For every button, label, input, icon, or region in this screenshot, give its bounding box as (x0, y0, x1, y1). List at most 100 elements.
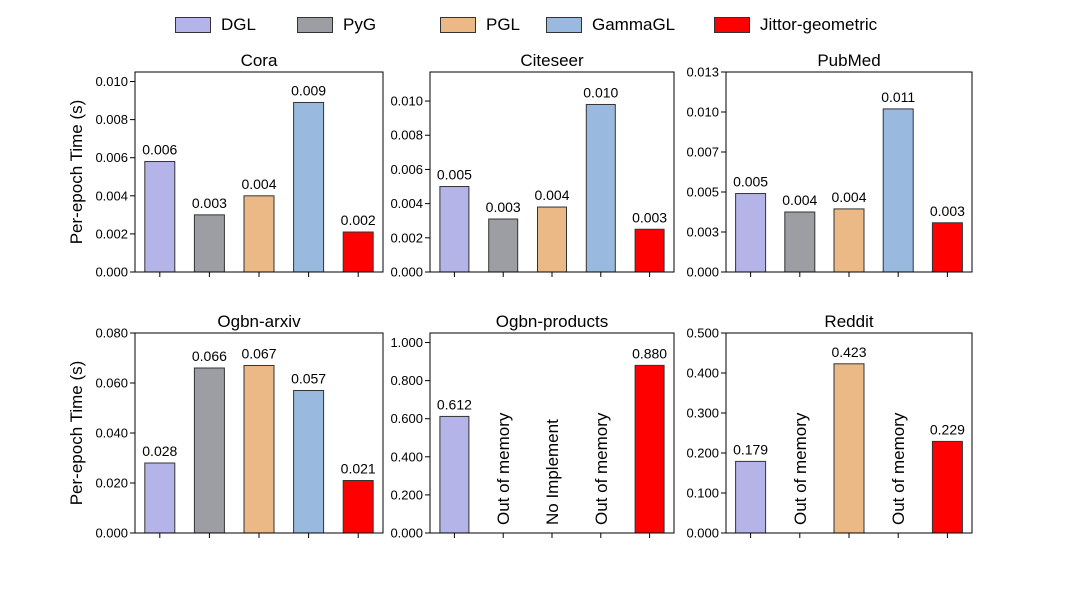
bar-value-label: 0.011 (881, 89, 915, 105)
legend-item: PGL (440, 14, 520, 36)
bar (439, 415, 470, 534)
y-tick-label: 0.008 (390, 128, 423, 143)
y-tick-label: 0.004 (95, 188, 128, 203)
bar-value-label: 0.003 (486, 199, 521, 215)
bar-value-label: 0.005 (733, 174, 768, 190)
y-tick-label: 0.002 (95, 226, 128, 241)
legend-item: GammaGL (546, 14, 675, 36)
bar (882, 108, 914, 273)
bar (833, 208, 865, 273)
bar (144, 462, 176, 534)
unavailable-note: Out of memory (494, 412, 513, 525)
y-tick-label: 0.400 (686, 366, 719, 381)
unavailable-note: Out of memory (791, 412, 810, 525)
bar (342, 231, 374, 273)
bar-value-label: 0.005 (437, 167, 472, 183)
bar (833, 363, 865, 534)
plot-frame (725, 71, 973, 273)
bar (931, 222, 963, 273)
y-tick-label: 0.010 (686, 105, 719, 120)
legend-label: Jittor-geometric (760, 15, 878, 34)
y-tick-label: 0.000 (390, 526, 423, 541)
y-tick-label: 0.300 (686, 406, 719, 421)
plot-frame (725, 332, 973, 534)
bar (784, 211, 816, 273)
legend-swatch (714, 17, 750, 33)
y-tick-label: 0.010 (95, 74, 128, 89)
chart-title: PubMed (817, 51, 880, 70)
bar-value-label: 0.880 (632, 345, 667, 361)
bar (537, 206, 567, 273)
bar (634, 364, 665, 534)
bar-value-label: 0.003 (192, 195, 227, 211)
y-axis-label: Per-epoch Time (s) (67, 100, 86, 245)
legend-item: Jittor-geometric (714, 14, 877, 36)
bar-value-label: 0.423 (831, 344, 866, 360)
chart-title: Ogbn-products (496, 312, 608, 331)
chart-title: Ogbn-arxiv (217, 312, 301, 331)
legend-item: PyG (297, 14, 376, 36)
bar-value-label: 0.004 (534, 187, 569, 203)
bar-value-label: 0.004 (782, 192, 817, 208)
plot-frame (134, 332, 384, 534)
y-tick-label: 0.400 (390, 449, 423, 464)
bar-value-label: 0.002 (341, 212, 376, 228)
bar (488, 218, 519, 273)
bar-value-label: 0.004 (831, 189, 866, 205)
bar-value-label: 0.179 (733, 441, 768, 457)
legend-label: GammaGL (592, 15, 676, 34)
bar (293, 390, 325, 534)
legend-label: DGL (221, 15, 256, 34)
bar-value-label: 0.004 (241, 176, 276, 192)
plot-frame (134, 71, 384, 273)
bar-value-label: 0.003 (930, 203, 965, 219)
bar-value-label: 0.006 (142, 142, 177, 158)
legend-item: DGL (175, 14, 256, 36)
legend-swatch (297, 17, 333, 33)
y-tick-label: 0.013 (686, 65, 719, 80)
y-tick-label: 1.000 (390, 335, 423, 350)
y-tick-label: 0.000 (95, 265, 128, 280)
chart-title: Citeseer (520, 51, 584, 70)
bar (735, 193, 767, 273)
bar-value-label: 0.009 (291, 82, 326, 98)
bar (342, 480, 374, 534)
y-tick-label: 0.800 (390, 373, 423, 388)
y-tick-label: 0.000 (390, 265, 423, 280)
y-tick-label: 0.008 (95, 112, 128, 127)
y-tick-label: 0.010 (390, 94, 423, 109)
bar-value-label: 0.010 (583, 84, 618, 100)
bar-value-label: 0.003 (632, 209, 667, 225)
plot-frame (429, 332, 675, 534)
plot-frame (429, 71, 675, 273)
bar (585, 103, 616, 273)
y-tick-label: 0.005 (686, 185, 719, 200)
bar-value-label: 0.057 (291, 371, 326, 387)
bar-value-label: 0.028 (142, 443, 177, 459)
legend-swatch (175, 17, 211, 33)
y-tick-label: 0.200 (390, 487, 423, 502)
y-tick-label: 0.000 (686, 265, 719, 280)
bar (243, 365, 275, 534)
unavailable-note: No Implement (543, 419, 562, 525)
bar (193, 367, 225, 534)
y-tick-label: 0.006 (390, 162, 423, 177)
legend-label: PGL (486, 15, 521, 34)
y-tick-label: 0.200 (686, 446, 719, 461)
y-tick-label: 0.020 (95, 476, 128, 491)
bar (193, 214, 225, 273)
bar-value-label: 0.066 (192, 348, 227, 364)
bar (439, 186, 470, 273)
unavailable-note: Out of memory (889, 412, 908, 525)
bar (144, 161, 176, 273)
bar-value-label: 0.229 (930, 421, 965, 437)
unavailable-note: Out of memory (592, 412, 611, 525)
legend-swatch (546, 17, 582, 33)
legend: DGL PyG PGL GammaGL Jittor-geometric (0, 10, 1080, 38)
y-tick-label: 0.006 (95, 150, 128, 165)
y-tick-label: 0.080 (95, 326, 128, 341)
y-tick-label: 0.002 (390, 230, 423, 245)
y-tick-label: 0.004 (390, 196, 423, 211)
bar-value-label: 0.021 (341, 461, 376, 477)
chart-title: Reddit (824, 312, 873, 331)
